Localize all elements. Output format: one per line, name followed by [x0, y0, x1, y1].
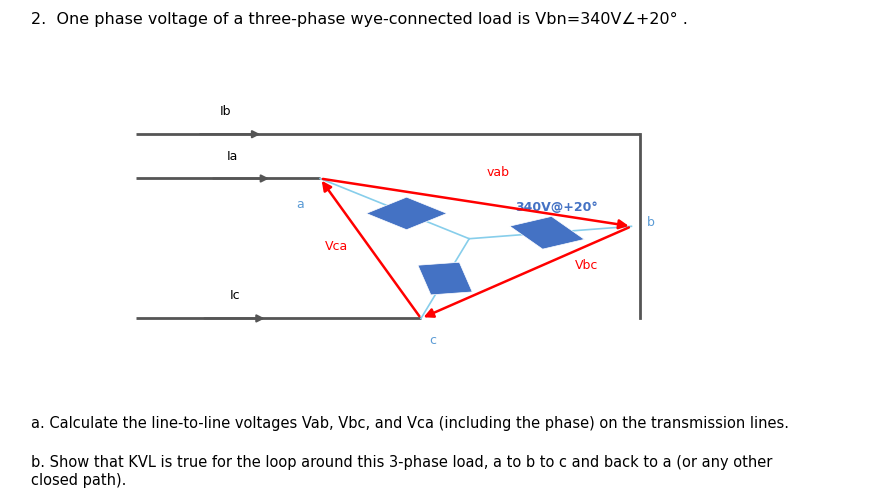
Polygon shape: [417, 262, 473, 295]
Text: Vbc: Vbc: [574, 259, 598, 272]
Text: Ia: Ia: [227, 150, 238, 162]
Text: a: a: [296, 198, 304, 211]
Polygon shape: [510, 216, 584, 249]
Text: vab: vab: [486, 166, 510, 180]
Text: b: b: [647, 216, 655, 229]
Text: a. Calculate the line-to-line voltages Vab, Vbc, and Vca (including the phase) o: a. Calculate the line-to-line voltages V…: [31, 416, 788, 430]
Text: 340V@+20°: 340V@+20°: [515, 201, 598, 214]
Text: Ic: Ic: [229, 289, 240, 303]
Text: Vca: Vca: [325, 240, 348, 253]
Text: 2.  One phase voltage of a three-phase wye-connected load is Vbn=340V∠+20° .: 2. One phase voltage of a three-phase wy…: [31, 12, 688, 28]
Text: b. Show that KVL is true for the loop around this 3-phase load, a to b to c and : b. Show that KVL is true for the loop ar…: [31, 455, 772, 488]
Text: Ib: Ib: [220, 105, 232, 118]
Text: c: c: [430, 335, 437, 347]
Polygon shape: [367, 197, 447, 230]
